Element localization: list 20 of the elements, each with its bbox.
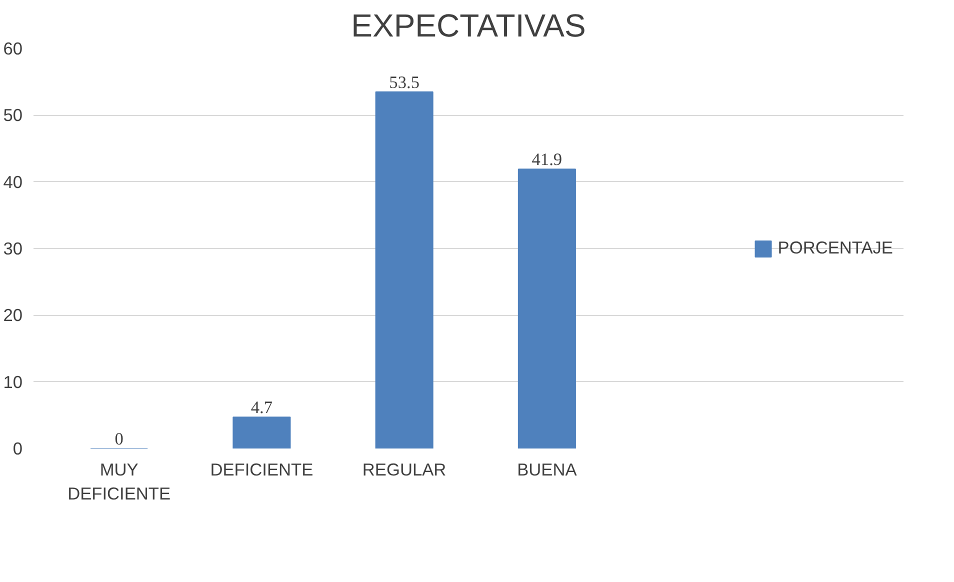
y-tick-label: 40 [3, 172, 23, 192]
data-label: 53.5 [389, 72, 420, 92]
data-label: 4.7 [250, 398, 273, 418]
bar [518, 168, 576, 448]
bar [232, 416, 291, 448]
legend-label: PORCENTAJE [778, 238, 893, 258]
x-tick-label: BUENA [517, 460, 578, 480]
data-label: 41.9 [532, 150, 562, 170]
y-tick-label: 50 [3, 105, 23, 126]
x-tick-label: REGULAR [362, 460, 446, 480]
y-tick-label: 0 [12, 438, 23, 458]
y-tick-label: 30 [3, 238, 23, 258]
data-label: 0 [114, 430, 124, 448]
y-tick-label: 60 [3, 38, 23, 58]
bar [375, 91, 434, 448]
chart-title: EXPECTATIVAS [351, 8, 586, 44]
y-tick-label: 10 [3, 372, 23, 392]
x-tick-label: DEFICIENTE [210, 460, 314, 480]
x-tick-label: MUY DEFICIENTE [68, 460, 171, 504]
y-tick-label: 20 [3, 305, 23, 326]
